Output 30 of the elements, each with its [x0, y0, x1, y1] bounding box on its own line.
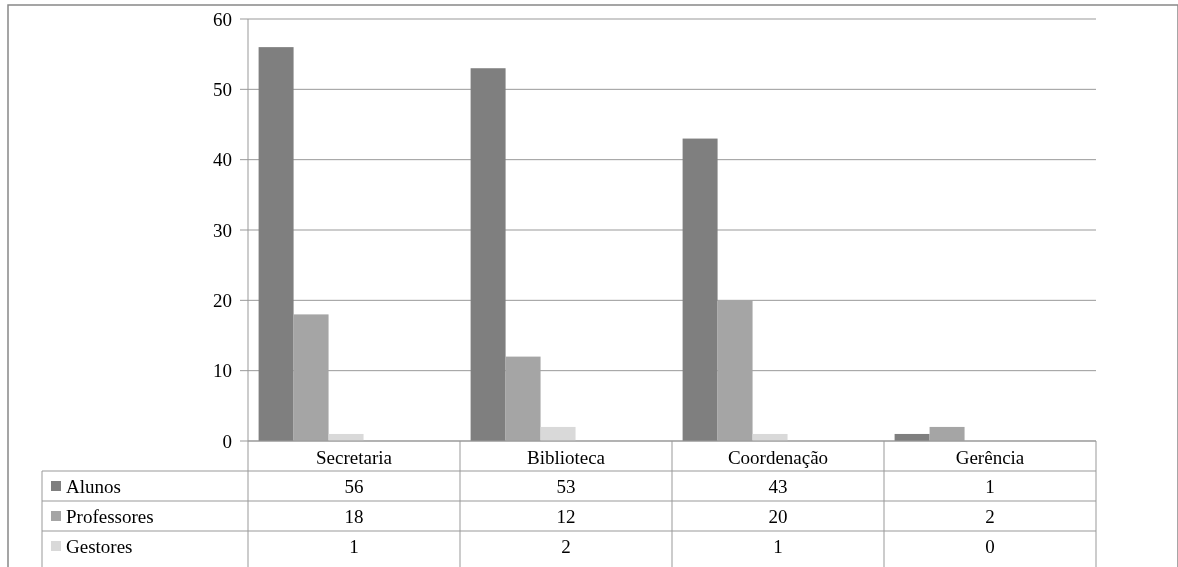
- data-label: 1: [349, 535, 359, 557]
- y-tick-label: 60: [213, 8, 232, 30]
- data-label: 18: [344, 505, 364, 527]
- legend-label: Alunos: [66, 475, 121, 497]
- legend-label: Gestores: [66, 535, 133, 557]
- x-tick-label: Coordenação: [727, 446, 829, 468]
- bar: [258, 47, 294, 441]
- data-label: 53: [556, 475, 576, 497]
- data-label: 2: [985, 505, 995, 527]
- data-label: 2: [561, 535, 571, 557]
- data-label: 56: [344, 475, 364, 497]
- data-label: 1: [773, 535, 783, 557]
- x-tick-label: Gerência: [955, 446, 1025, 468]
- data-label: 20: [768, 505, 788, 527]
- y-tick-label: 30: [213, 219, 232, 241]
- y-tick-label: 20: [213, 289, 232, 311]
- bar: [470, 68, 506, 441]
- legend-label: Professores: [66, 505, 154, 527]
- y-tick-label: 10: [213, 360, 232, 382]
- data-label: 1: [985, 475, 995, 497]
- data-label: 43: [768, 475, 788, 497]
- y-tick-label: 0: [222, 430, 232, 452]
- bar: [540, 426, 576, 441]
- bar: [682, 138, 718, 441]
- x-tick-label: Biblioteca: [526, 446, 606, 468]
- y-tick-label: 50: [213, 78, 232, 100]
- x-tick-label: Secretaria: [316, 446, 393, 468]
- data-label: 0: [985, 535, 995, 557]
- data-label: 12: [556, 505, 576, 527]
- y-tick-label: 40: [213, 149, 232, 171]
